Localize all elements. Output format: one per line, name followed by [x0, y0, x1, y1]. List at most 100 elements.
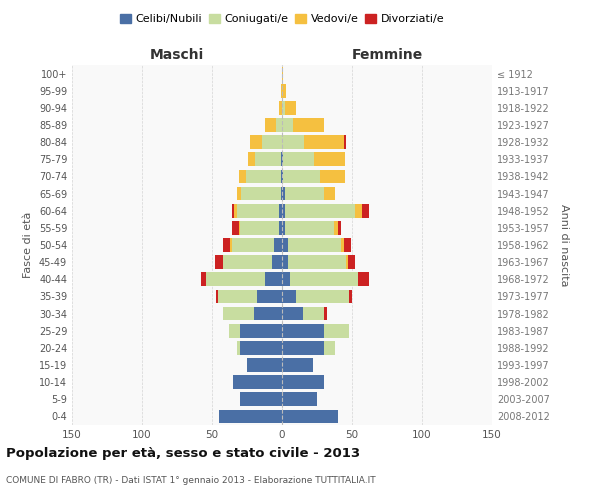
- Bar: [283, 170, 320, 183]
- Bar: [237, 204, 279, 218]
- Bar: [282, 221, 285, 234]
- Bar: [304, 136, 344, 149]
- Bar: [282, 376, 324, 389]
- Bar: [245, 170, 281, 183]
- Bar: [282, 101, 285, 114]
- Text: Femmine: Femmine: [352, 48, 422, 62]
- Bar: [282, 66, 283, 80]
- Bar: [282, 324, 324, 338]
- Bar: [293, 118, 324, 132]
- Bar: [282, 136, 304, 149]
- Bar: [282, 84, 286, 98]
- Bar: [230, 238, 232, 252]
- Bar: [256, 152, 281, 166]
- Bar: [241, 186, 281, 200]
- Bar: [257, 290, 282, 304]
- Legend: Celibi/Nubili, Coniugati/e, Vedovi/e, Divorziati/e: Celibi/Nubili, Coniugati/e, Vedovi/e, Di…: [115, 10, 449, 29]
- Bar: [290, 272, 358, 286]
- Text: COMUNE DI FABRO (TR) - Dati ISTAT 1° gennaio 2013 - Elaborazione TUTTITALIA.IT: COMUNE DI FABRO (TR) - Dati ISTAT 1° gen…: [6, 476, 376, 485]
- Bar: [285, 186, 324, 200]
- Bar: [282, 306, 303, 320]
- Bar: [334, 221, 338, 234]
- Text: Maschi: Maschi: [150, 48, 204, 62]
- Bar: [262, 136, 282, 149]
- Bar: [254, 306, 282, 320]
- Bar: [239, 221, 240, 234]
- Bar: [282, 392, 317, 406]
- Bar: [287, 256, 346, 269]
- Bar: [287, 238, 341, 252]
- Bar: [274, 238, 282, 252]
- Bar: [279, 221, 282, 234]
- Bar: [324, 324, 349, 338]
- Bar: [201, 272, 206, 286]
- Bar: [348, 256, 355, 269]
- Bar: [282, 152, 283, 166]
- Bar: [232, 221, 239, 234]
- Bar: [320, 170, 345, 183]
- Bar: [239, 170, 245, 183]
- Bar: [232, 238, 274, 252]
- Bar: [282, 170, 283, 183]
- Bar: [235, 204, 237, 218]
- Bar: [282, 186, 285, 200]
- Bar: [223, 306, 254, 320]
- Bar: [247, 358, 282, 372]
- Bar: [303, 306, 324, 320]
- Bar: [232, 204, 235, 218]
- Bar: [281, 84, 282, 98]
- Bar: [272, 256, 282, 269]
- Bar: [240, 324, 282, 338]
- Text: Popolazione per età, sesso e stato civile - 2013: Popolazione per età, sesso e stato civil…: [6, 448, 360, 460]
- Bar: [216, 290, 218, 304]
- Bar: [324, 341, 335, 354]
- Bar: [240, 341, 282, 354]
- Bar: [237, 341, 240, 354]
- Bar: [250, 136, 262, 149]
- Bar: [265, 272, 282, 286]
- Bar: [233, 376, 282, 389]
- Bar: [229, 324, 240, 338]
- Bar: [223, 256, 272, 269]
- Bar: [296, 290, 349, 304]
- Bar: [324, 186, 335, 200]
- Bar: [341, 238, 344, 252]
- Y-axis label: Anni di nascita: Anni di nascita: [559, 204, 569, 286]
- Bar: [240, 392, 282, 406]
- Bar: [282, 118, 293, 132]
- Bar: [206, 272, 265, 286]
- Bar: [285, 221, 334, 234]
- Bar: [344, 136, 346, 149]
- Bar: [283, 152, 314, 166]
- Bar: [285, 101, 296, 114]
- Bar: [265, 118, 277, 132]
- Bar: [314, 152, 345, 166]
- Bar: [324, 306, 327, 320]
- Bar: [281, 170, 282, 183]
- Bar: [349, 290, 352, 304]
- Bar: [215, 256, 223, 269]
- Bar: [237, 186, 241, 200]
- Bar: [282, 358, 313, 372]
- Bar: [355, 204, 362, 218]
- Bar: [277, 118, 282, 132]
- Bar: [219, 410, 282, 424]
- Bar: [281, 152, 282, 166]
- Bar: [281, 186, 282, 200]
- Bar: [362, 204, 369, 218]
- Bar: [338, 221, 341, 234]
- Bar: [248, 152, 256, 166]
- Bar: [282, 204, 285, 218]
- Bar: [279, 101, 282, 114]
- Bar: [223, 238, 230, 252]
- Bar: [282, 290, 296, 304]
- Bar: [240, 221, 279, 234]
- Y-axis label: Fasce di età: Fasce di età: [23, 212, 33, 278]
- Bar: [282, 341, 324, 354]
- Bar: [282, 410, 338, 424]
- Bar: [218, 290, 257, 304]
- Bar: [282, 238, 287, 252]
- Bar: [346, 256, 348, 269]
- Bar: [358, 272, 369, 286]
- Bar: [282, 272, 290, 286]
